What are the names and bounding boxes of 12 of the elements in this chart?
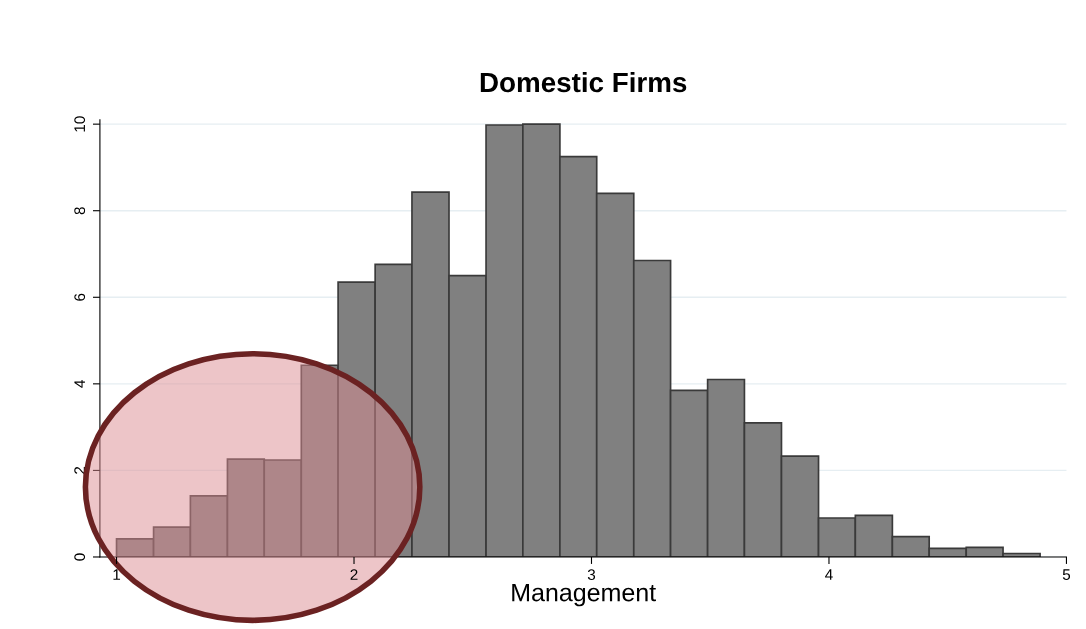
x-axis-title: Management xyxy=(512,583,656,607)
y-tick-label: 10 xyxy=(74,116,86,132)
x-tick-label: 3 xyxy=(587,569,596,581)
y-tick-label: 0 xyxy=(74,553,86,561)
y-tick-label: 6 xyxy=(74,293,86,301)
y-tick-label: 4 xyxy=(74,380,85,388)
chart-title: Domestic Firms xyxy=(480,71,687,93)
x-tick-label: 5 xyxy=(1062,569,1071,581)
x-tick-label: 2 xyxy=(350,569,358,580)
y-tick-label: 8 xyxy=(74,207,86,215)
x-tick-label: 1 xyxy=(113,569,121,580)
x-tick-label: 4 xyxy=(825,569,833,580)
